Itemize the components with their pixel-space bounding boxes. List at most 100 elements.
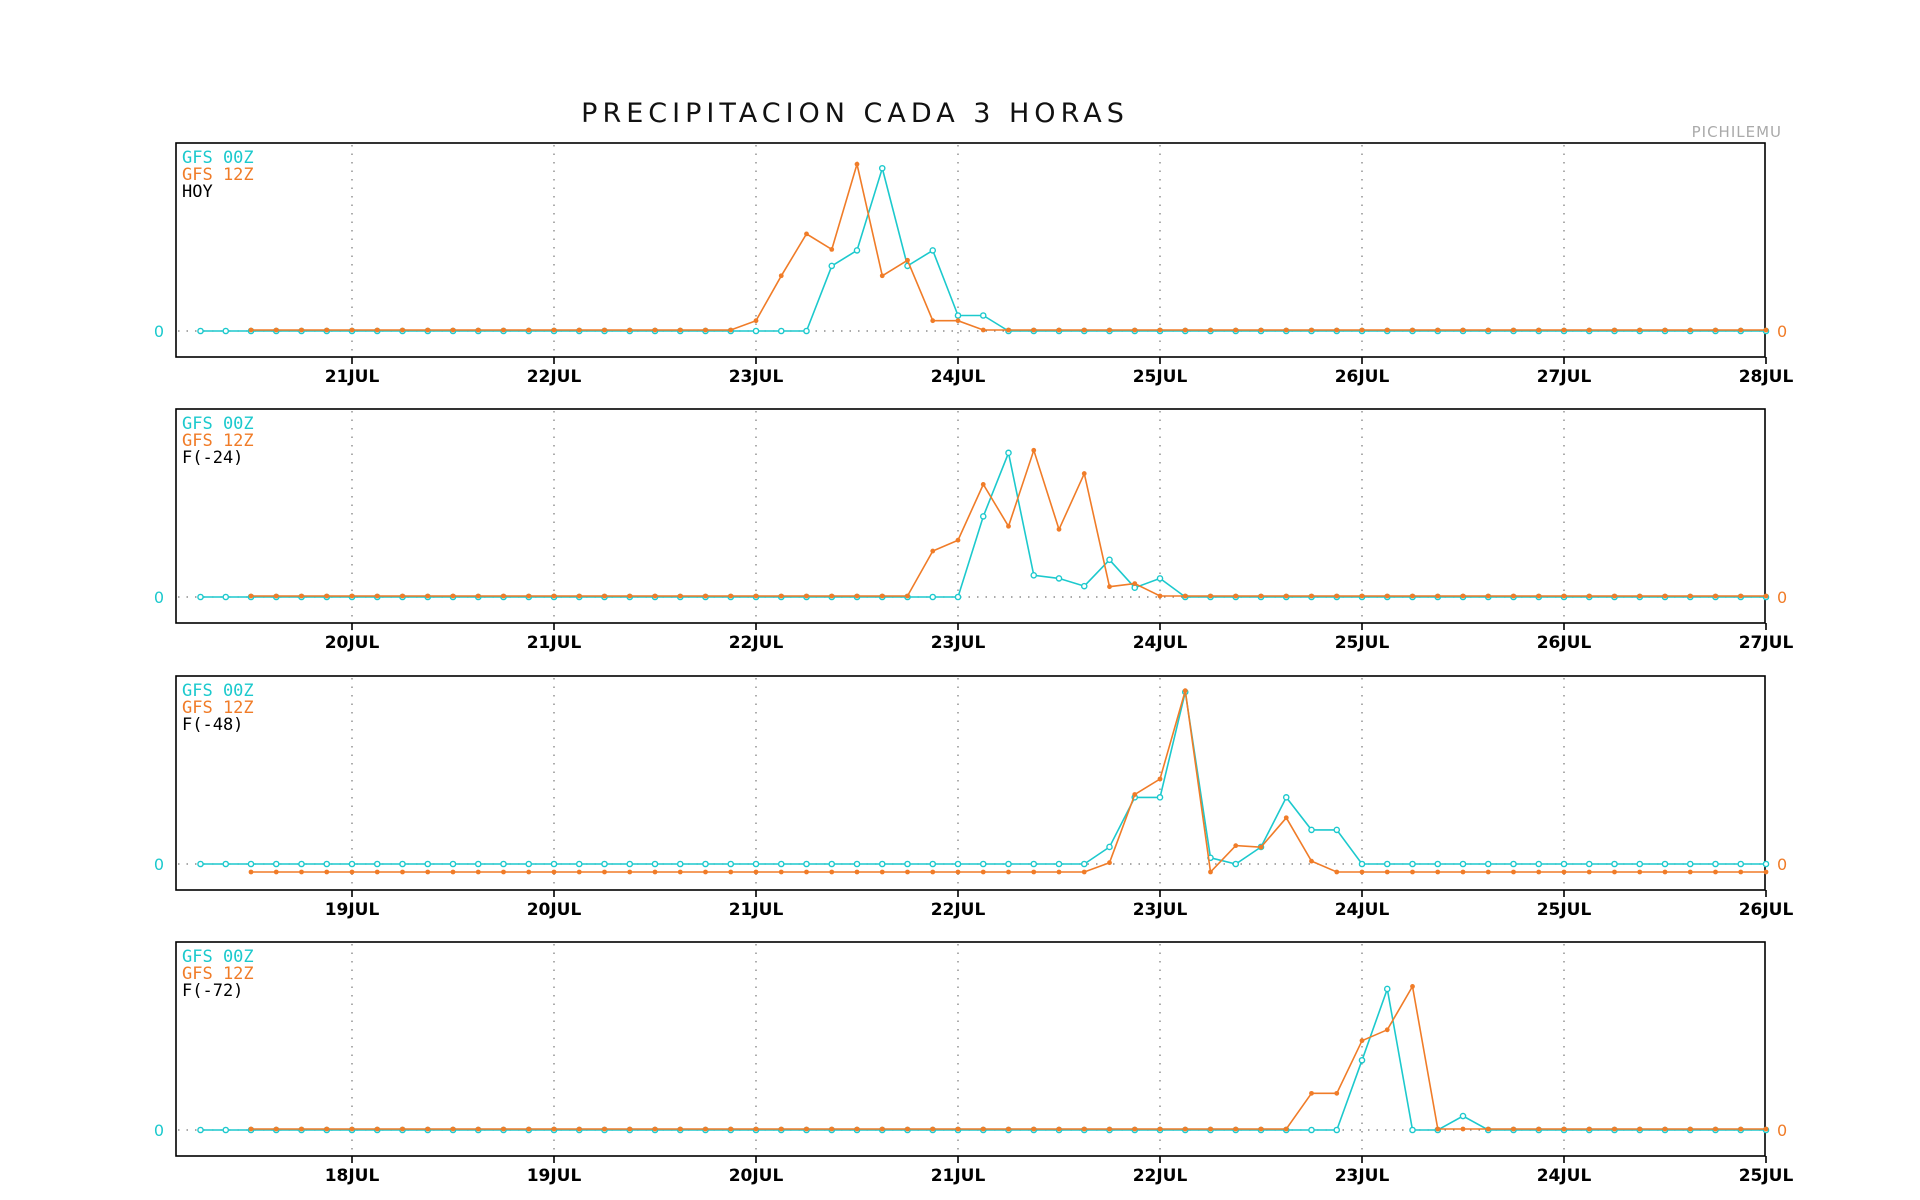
data-point bbox=[1611, 860, 1618, 868]
data-point bbox=[1233, 843, 1239, 849]
data-point bbox=[601, 860, 608, 868]
data-point bbox=[703, 593, 708, 599]
data-point bbox=[526, 593, 532, 599]
data-point bbox=[930, 869, 936, 875]
data-point bbox=[501, 327, 506, 333]
data-point bbox=[804, 231, 809, 237]
data-point bbox=[1182, 1126, 1188, 1132]
data-point bbox=[979, 860, 987, 868]
zero-label-right: 0 bbox=[1777, 1121, 1787, 1140]
x-tick-label: 26JUL bbox=[1335, 367, 1390, 387]
data-point bbox=[602, 869, 607, 875]
data-point bbox=[1485, 593, 1491, 599]
data-point bbox=[450, 869, 456, 875]
data-point bbox=[1006, 869, 1011, 875]
zero-label-right: 0 bbox=[1777, 855, 1787, 874]
data-point bbox=[425, 327, 431, 333]
data-point bbox=[980, 1126, 986, 1132]
panel-frame bbox=[175, 941, 1766, 1157]
data-point bbox=[905, 593, 910, 599]
data-point bbox=[753, 1126, 759, 1132]
data-point bbox=[727, 860, 735, 868]
data-point bbox=[1258, 1126, 1264, 1132]
chart-panel-2: 20JUL 21JUL 22JUL 23JUL 24JUL 25JUL 26JUL 27JUL… bbox=[154, 408, 1793, 653]
data-point bbox=[425, 1126, 431, 1132]
x-tick-label: 18JUL bbox=[325, 1166, 380, 1186]
data-point bbox=[828, 860, 836, 868]
data-point bbox=[1561, 593, 1567, 599]
data-point bbox=[1056, 869, 1062, 875]
data-point bbox=[753, 318, 759, 324]
data-point bbox=[1560, 860, 1568, 868]
data-point bbox=[349, 593, 355, 599]
data-point bbox=[1586, 1126, 1592, 1132]
data-point bbox=[575, 860, 583, 868]
data-point bbox=[1460, 869, 1466, 875]
data-point bbox=[1107, 584, 1112, 590]
data-point bbox=[324, 327, 330, 333]
data-point bbox=[1409, 860, 1416, 868]
data-point bbox=[1031, 447, 1037, 453]
data-point bbox=[954, 860, 962, 868]
x-tick-label: 23JUL bbox=[1133, 900, 1188, 920]
data-point bbox=[1687, 327, 1693, 333]
data-point bbox=[752, 327, 760, 335]
data-point bbox=[248, 1126, 254, 1132]
x-tick-label: 21JUL bbox=[931, 1166, 986, 1186]
series-gfs-12z bbox=[248, 161, 1769, 333]
data-point bbox=[1157, 593, 1163, 599]
data-point bbox=[1738, 327, 1744, 333]
data-point bbox=[1460, 1126, 1466, 1132]
data-point bbox=[979, 312, 987, 319]
data-point bbox=[1763, 327, 1769, 333]
data-point bbox=[854, 869, 860, 875]
data-point bbox=[728, 1126, 734, 1132]
data-point bbox=[525, 860, 533, 868]
data-point bbox=[1208, 869, 1213, 875]
data-point bbox=[677, 1126, 683, 1132]
data-point bbox=[854, 161, 860, 167]
data-point bbox=[626, 860, 634, 868]
x-tick-label: 28JUL bbox=[1739, 367, 1794, 387]
data-point bbox=[1511, 869, 1516, 875]
data-point bbox=[425, 869, 431, 875]
data-point bbox=[854, 1126, 860, 1132]
data-point bbox=[777, 860, 785, 868]
data-point bbox=[829, 247, 835, 252]
data-point bbox=[1435, 1126, 1441, 1132]
data-point bbox=[879, 273, 885, 279]
data-point bbox=[979, 513, 987, 520]
data-point bbox=[1055, 575, 1063, 582]
data-point bbox=[500, 860, 507, 868]
data-point bbox=[551, 593, 557, 599]
panel-label: F(-72) bbox=[182, 981, 243, 1001]
data-point bbox=[1661, 860, 1669, 868]
data-point bbox=[1586, 327, 1592, 333]
data-point bbox=[1612, 869, 1617, 875]
data-point bbox=[1713, 869, 1718, 875]
data-point bbox=[248, 327, 254, 333]
data-point bbox=[778, 1126, 784, 1132]
data-point bbox=[929, 860, 937, 868]
data-point bbox=[1384, 593, 1390, 599]
series-line bbox=[251, 984, 1766, 1130]
data-point bbox=[652, 1126, 658, 1132]
zero-label-left: 0 bbox=[154, 322, 164, 341]
legend-gfs-12z: GFS 12Z bbox=[182, 165, 254, 185]
data-point bbox=[1258, 327, 1264, 333]
data-point bbox=[905, 1126, 910, 1132]
legend-gfs-00z: GFS 00Z bbox=[182, 681, 254, 701]
data-point bbox=[1738, 593, 1744, 599]
data-point bbox=[878, 860, 886, 868]
data-point bbox=[1561, 869, 1567, 875]
data-point bbox=[930, 318, 936, 324]
data-point bbox=[526, 1126, 532, 1132]
data-point bbox=[1536, 869, 1542, 875]
data-point bbox=[1182, 327, 1188, 333]
series-gfs-12z bbox=[248, 984, 1769, 1132]
data-point bbox=[1283, 327, 1289, 333]
data-point bbox=[1485, 327, 1491, 333]
data-point bbox=[273, 327, 279, 333]
